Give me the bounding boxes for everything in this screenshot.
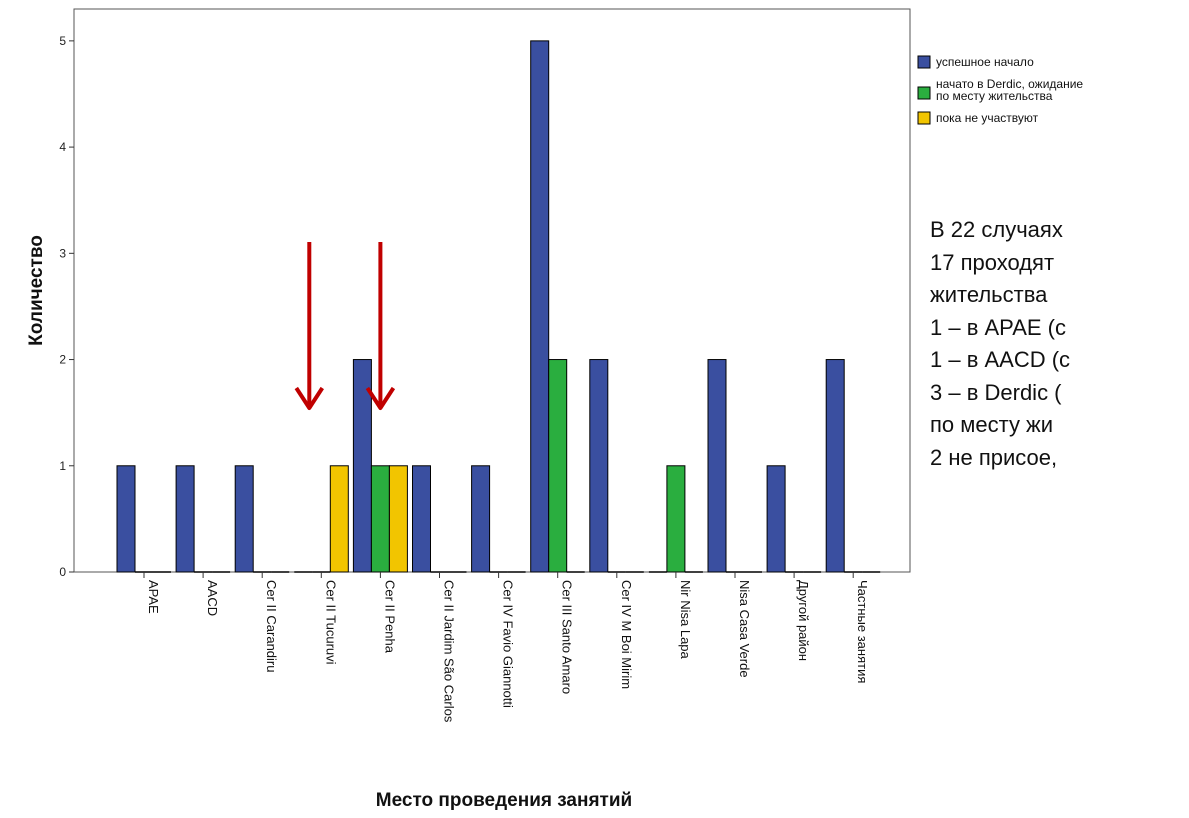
bar	[471, 465, 491, 573]
x-tick-label: Другой район	[796, 580, 811, 661]
x-tick-label: Cer II Jardim São Carlos	[442, 580, 457, 723]
x-tick-label: Nir Nisa Lapa	[678, 580, 693, 660]
y-tick-label: 3	[59, 246, 66, 260]
bar	[370, 465, 390, 573]
bar	[548, 359, 568, 573]
bar	[388, 465, 408, 573]
bar	[116, 465, 136, 573]
legend-swatch	[917, 111, 931, 125]
side-text-line: 17 проходят	[930, 249, 1055, 275]
side-text: В 22 случаях 17 проходят жительства 1 – …	[930, 214, 1189, 474]
bar	[589, 359, 609, 573]
y-tick-label: 5	[59, 34, 66, 48]
y-tick-label: 1	[59, 459, 66, 473]
annotation-arrow	[365, 242, 396, 410]
y-axis-title: Количество	[26, 235, 47, 346]
x-tick-label: APAE	[146, 580, 161, 614]
x-tick-label: Частные занятия	[855, 580, 870, 683]
x-tick-label: Cer III Santo Amaro	[560, 580, 575, 694]
bar	[175, 465, 195, 573]
side-text-line: 1 – в AACD (с	[930, 347, 1071, 372]
side-text-line: В 22 случаях	[930, 217, 1063, 242]
legend-label: успешное начало	[936, 55, 1034, 69]
side-text-line: 2 не присое,	[930, 444, 1058, 470]
x-tick-label: Nisa Casa Verde	[737, 580, 752, 678]
x-axis-title: Место проведения занятий	[376, 790, 632, 811]
y-tick-label: 4	[59, 140, 66, 154]
legend-label: по месту жительства	[936, 89, 1053, 103]
legend-label: пока не участвуют	[936, 111, 1039, 125]
bar	[825, 359, 845, 573]
side-text-line: жительства	[930, 282, 1048, 307]
x-tick-label: Cer IV M Boi Mirim	[619, 580, 634, 689]
x-tick-label: Cer II Tucuruvi	[323, 580, 338, 665]
bar	[666, 465, 686, 573]
x-tick-label: Cer II Carandiru	[264, 580, 279, 672]
bar	[530, 40, 550, 573]
side-text-line: 1 – в APAE (с	[930, 314, 1066, 340]
bar	[329, 465, 349, 573]
legend-swatch	[917, 86, 931, 100]
annotation-arrow	[294, 242, 324, 410]
x-tick-label: Cer IV Favio Giannotti	[501, 580, 516, 708]
bar	[707, 359, 727, 573]
legend-label: начато в Derdic, ожидание	[936, 77, 1083, 91]
x-tick-label: Cer II Penha	[382, 580, 397, 654]
legend-swatch	[917, 55, 931, 69]
y-tick-label: 2	[59, 353, 66, 367]
side-text-line: по месту жи	[930, 412, 1054, 437]
y-tick-label: 0	[59, 565, 66, 579]
bar	[234, 465, 254, 573]
bar	[766, 465, 786, 573]
bar	[412, 465, 431, 573]
x-tick-label: AACD	[205, 580, 220, 616]
arrow-head	[365, 386, 396, 410]
side-text-line: 3 – в Derdic (	[930, 379, 1062, 405]
arrow-head	[294, 386, 324, 410]
